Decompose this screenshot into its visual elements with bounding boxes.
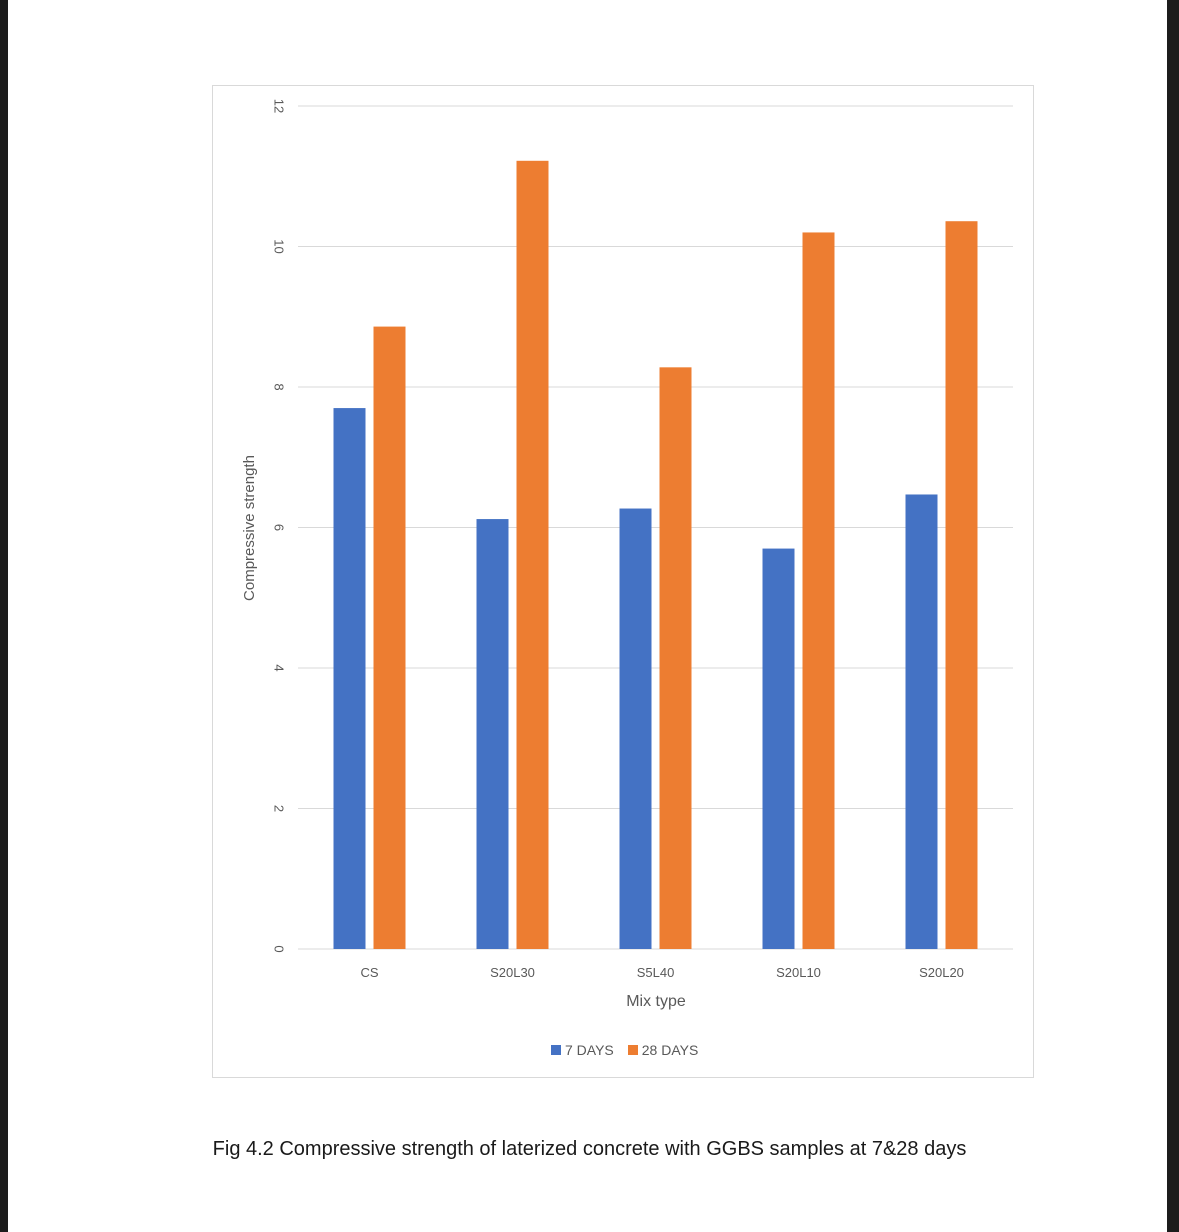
legend-label-28-days: 28 DAYS [641,1042,699,1058]
bar-28-days-s20l30 [516,160,549,950]
legend-item-7-days: 7 DAYS [551,1042,614,1058]
bar-7-days-s5l40 [619,508,652,949]
y-tick-label: 0 [272,945,287,952]
y-tick-label: 6 [272,524,287,531]
x-tick-label: CS [360,965,378,980]
y-tick-label: 12 [272,99,287,113]
bar-7-days-cs [333,408,366,949]
legend-label-7-days: 7 DAYS [565,1042,614,1058]
y-axis-label: Compressive strength [241,455,258,601]
legend-swatch-7-days [551,1045,561,1055]
y-tick-label: 10 [272,239,287,253]
legend-swatch-28-days [627,1045,638,1055]
x-tick-label: S20L20 [919,965,964,980]
figure-caption: Fig 4.2 Compressive strength of laterize… [212,1138,967,1160]
bar-7-days-s20l10 [762,548,795,949]
bar-28-days-cs [373,326,406,950]
bar-28-days-s5l40 [659,367,692,950]
x-tick-label: S20L10 [776,965,821,980]
chart-legend: 7 DAYS 28 DAYS [551,1042,698,1058]
y-tick-label: 8 [272,383,287,390]
legend-item-28-days: 28 DAYS [627,1042,699,1058]
y-tick-label: 4 [272,664,287,671]
x-axis-label: Mix type [626,993,686,1010]
bar-28-days-s20l20 [945,221,978,949]
bar-28-days-s20l10 [802,232,835,949]
x-tick-label: S5L40 [637,965,675,980]
y-tick-label: 2 [272,805,287,812]
bar-7-days-s20l20 [905,494,938,949]
x-tick-label: S20L30 [490,965,535,980]
bar-7-days-s20l30 [476,519,509,949]
